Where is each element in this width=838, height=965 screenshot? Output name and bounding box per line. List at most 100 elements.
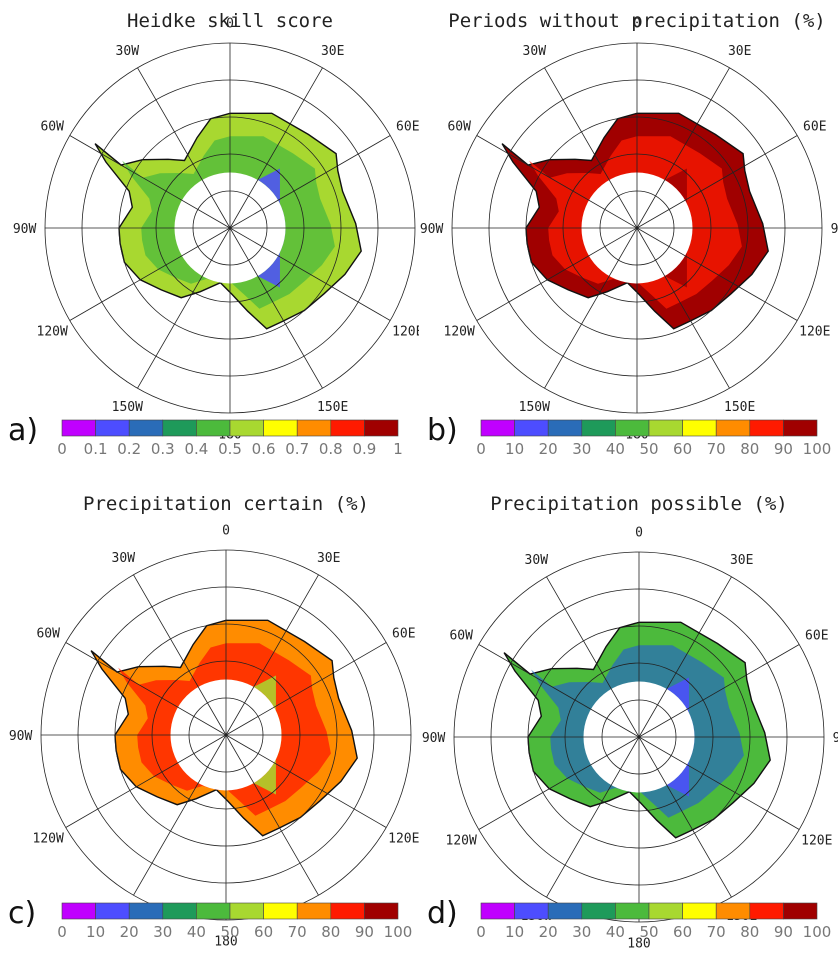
colorbar-tick: 40 [606, 923, 625, 941]
colorbar-swatch [682, 419, 717, 437]
colorbar-tick: 0.5 [218, 440, 242, 458]
longitude-label: 0 [226, 17, 234, 32]
longitude-label: 150W [112, 400, 143, 415]
longitude-label: 90W [422, 731, 446, 746]
colorbar-tick: 0 [57, 440, 67, 458]
longitude-label: 120W [444, 325, 475, 340]
longitude-label: 60W [36, 626, 60, 641]
colorbar-tick: 40 [187, 923, 206, 941]
colorbar-tick: 0 [476, 440, 486, 458]
colorbar-swatch [61, 902, 96, 920]
colorbar-swatch [480, 902, 515, 920]
colorbar-swatch [196, 902, 231, 920]
polar-grid [453, 551, 825, 923]
colorbar-tick: 10 [505, 440, 524, 458]
colorbar-swatch [581, 419, 616, 437]
colorbar-tick: 70 [707, 440, 726, 458]
colorbar-swatch [229, 902, 264, 920]
longitude-label: 30E [730, 553, 753, 568]
colorbar-tick: 70 [288, 923, 307, 941]
longitude-label: 90E [831, 222, 838, 237]
panel-d: Precipitation possible (%) 0 30E 60E 90E 120E… [419, 483, 838, 965]
colorbar-swatch [480, 419, 515, 437]
colorbar-tick: 0.6 [252, 440, 276, 458]
colorbar-tick: 50 [639, 923, 658, 941]
colorbar-swatch [364, 419, 399, 437]
colorbar-tick: 40 [606, 440, 625, 458]
map-b: Periods without precipitation (%)030E60E… [420, 10, 838, 458]
longitude-label: 90W [13, 222, 37, 237]
longitude-label: 0 [633, 17, 641, 32]
longitude-label: 60E [392, 626, 415, 641]
colorbar-tick: 0.3 [151, 440, 175, 458]
longitude-label: 60E [805, 628, 828, 643]
colorbar-swatch [61, 419, 96, 437]
colorbar-tick: 0 [57, 923, 67, 941]
panel-letter: a) [8, 413, 38, 448]
pole-ring-field [666, 677, 695, 797]
colorbar-tick: 80 [321, 923, 340, 941]
colorbar-swatch [682, 902, 717, 920]
colorbar-tick: 60 [673, 440, 692, 458]
colorbar-swatch [615, 902, 650, 920]
longitude-label: 120E [392, 325, 419, 340]
colorbar-tick: 80 [740, 440, 759, 458]
polar-grid [44, 42, 416, 414]
panel-a: Heidke skill score030E60E90E120E150E1801… [0, 0, 419, 482]
longitude-label: 60E [803, 119, 826, 134]
pole-ring-field [253, 675, 282, 795]
longitude-label: 60W [449, 628, 473, 643]
colorbar-tick: 30 [572, 440, 591, 458]
longitude-label: 180 [627, 936, 650, 951]
colorbar-tick: 50 [220, 923, 239, 941]
colorbar-swatch [229, 419, 264, 437]
colorbar-tick: 90 [355, 923, 374, 941]
colorbar-tick: 80 [740, 923, 759, 941]
longitude-label: 150W [519, 400, 550, 415]
map-d: Precipitation possible (%) 0 30E 60E 90E 120E… [422, 493, 838, 951]
longitude-label: 120W [33, 832, 64, 847]
colorbar-swatch [783, 419, 818, 437]
longitude-label: 120W [446, 834, 477, 849]
longitude-label: 90W [420, 222, 444, 237]
colorbar-tick: 50 [639, 440, 658, 458]
colorbar-swatch [547, 419, 583, 437]
panel-c: Precipitation certain (%)030E60E90E120E1… [0, 483, 419, 965]
colorbar-tick: 0.4 [184, 440, 208, 458]
longitude-label: 0 [635, 526, 643, 541]
colorbar-swatch [162, 419, 197, 437]
colorbar-tick: 20 [120, 923, 139, 941]
colorbar-tick: 10 [86, 923, 105, 941]
colorbar-tick: 100 [803, 440, 832, 458]
longitude-label: 60W [40, 119, 64, 134]
colorbar-swatch [128, 419, 164, 437]
panel-letter: d) [427, 896, 458, 931]
colorbar-swatch [330, 902, 365, 920]
colorbar-tick: 1 [393, 440, 403, 458]
colorbar-tick: 20 [539, 440, 558, 458]
longitude-label: 0 [222, 524, 230, 539]
longitude-label: 90E [833, 731, 838, 746]
colorbar-swatch [263, 902, 298, 920]
colorbar-swatch [296, 419, 332, 437]
colorbar-swatch [648, 419, 683, 437]
polar-grid [451, 42, 823, 414]
colorbar-tick: 60 [673, 923, 692, 941]
colorbar-swatch [296, 902, 332, 920]
colorbar-tick: 100 [384, 923, 413, 941]
longitude-label: 30E [317, 551, 340, 566]
longitude-label: 150E [317, 400, 348, 415]
colorbar-swatch [263, 419, 298, 437]
polar-grid [40, 549, 412, 921]
longitude-label: 30W [525, 553, 549, 568]
colorbar-swatch [162, 902, 197, 920]
colorbar-swatch [581, 902, 616, 920]
pole-ring-field [257, 168, 286, 288]
longitude-label: 60E [396, 119, 419, 134]
colorbar-tick: 90 [774, 923, 793, 941]
colorbar-swatch [749, 419, 784, 437]
colorbar-tick: 30 [572, 923, 591, 941]
colorbar-tick: 100 [803, 923, 832, 941]
colorbar-swatch [128, 902, 164, 920]
longitude-label: 120E [388, 832, 419, 847]
